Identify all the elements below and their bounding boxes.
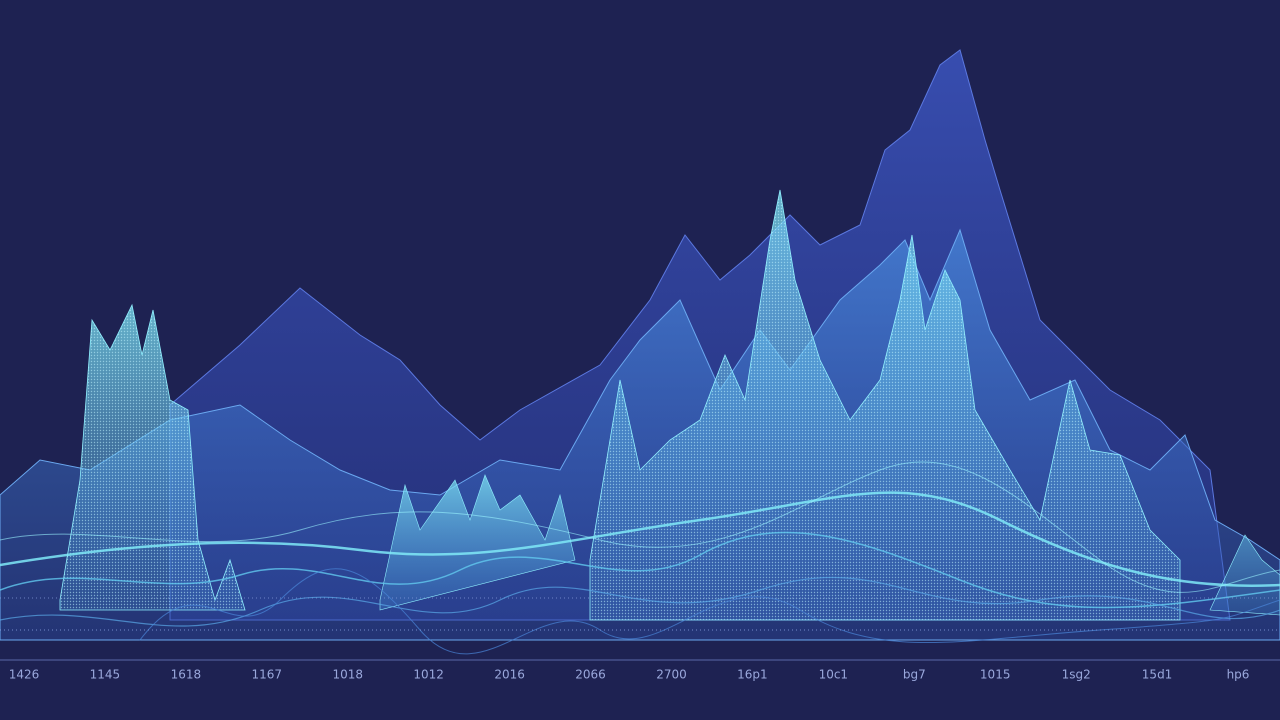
axis-label: 1018 — [332, 668, 363, 682]
axis-label: 1012 — [413, 668, 444, 682]
axis-label: 2700 — [656, 668, 687, 682]
wave — [0, 491, 1280, 587]
axis-label: 1015 — [980, 668, 1011, 682]
wave — [0, 576, 1280, 627]
axis-label: 2066 — [575, 668, 606, 682]
wave — [0, 531, 1280, 609]
axis-label: 1618 — [171, 668, 202, 682]
axis-label: hp6 — [1227, 668, 1250, 682]
axis-label: 16p1 — [737, 668, 768, 682]
axis-label: 15d1 — [1142, 668, 1173, 682]
axis-label: 2016 — [494, 668, 525, 682]
cyan-spikes-center-dots — [590, 190, 1180, 620]
axis-label: 1167 — [252, 668, 283, 682]
axis-label: 1426 — [9, 668, 40, 682]
axis-labels: 1426 1145 1618 1167 1018 1012 2016 2066 2700 16p1… — [9, 668, 1250, 682]
axis-label: 1sg2 — [1062, 668, 1091, 682]
wave — [0, 461, 1280, 593]
axis-label: 10c1 — [819, 668, 849, 682]
cyan-spikes-left-dots — [60, 305, 245, 610]
axis-label: 1145 — [90, 668, 121, 682]
axis-label: bg7 — [903, 668, 926, 682]
